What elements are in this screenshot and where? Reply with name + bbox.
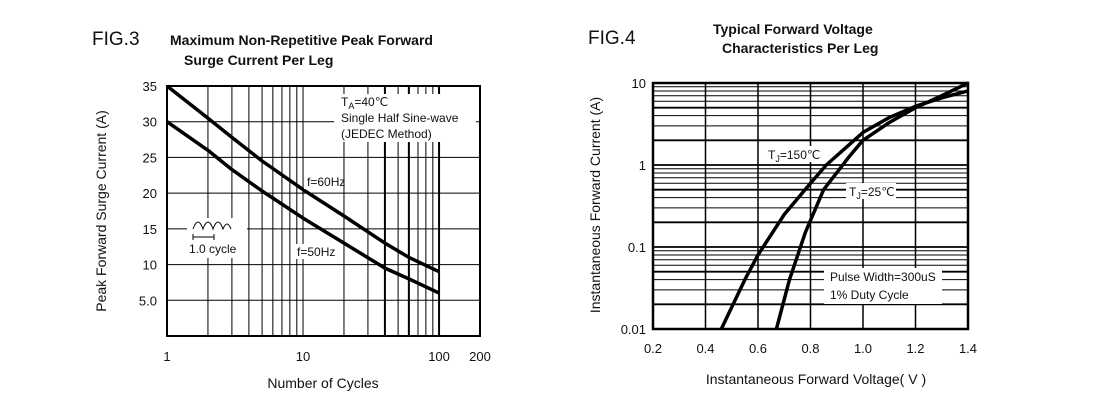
fig4-xtick-label: 1.0 <box>854 341 872 356</box>
fig4-series-label-tj25: TJ=25℃ <box>849 185 895 201</box>
fig3-xtick-label: 10 <box>296 349 310 364</box>
fig3-plot-frame <box>166 85 481 337</box>
fig4-chart: FIG.4 Typical Forward Voltage Characteri… <box>587 21 977 387</box>
fig4-title-line2: Characteristics Per Leg <box>722 40 878 56</box>
sine-wave-icon <box>192 221 232 231</box>
fig3-xtick-label: 1 <box>163 349 170 364</box>
fig4-ytick-label: 10 <box>632 76 646 91</box>
fig3-xtick-label: 100 <box>428 349 450 364</box>
fig4-xtick-label: 0.2 <box>644 341 662 356</box>
fig4-series-label-tj150: TJ=150℃ <box>768 148 820 164</box>
fig4-series <box>719 81 969 330</box>
fig3-condition-wave: Single Half Sine-wave <box>341 111 459 125</box>
fig3-ta-label: TA=40℃ <box>341 95 388 111</box>
fig4-duty-cycle: 1% Duty Cycle <box>830 288 909 302</box>
fig3-ytick-label: 35 <box>143 79 157 94</box>
fig3-cycle-bg <box>187 218 247 258</box>
fig3-xtick-label: 200 <box>469 349 491 364</box>
fig4-xtick-label: 0.8 <box>801 341 819 356</box>
fig4-tj150-bg <box>765 146 823 162</box>
fig4-ytick-label: 1 <box>639 158 646 173</box>
fig3-ytick-label: 30 <box>143 115 157 130</box>
fig3-ticks: 1 10 100 200 5.0 10 15 20 25 30 35 <box>139 79 491 364</box>
fig4-ytick-label: 0.01 <box>621 322 646 337</box>
fig3-50hz-bg <box>294 244 330 259</box>
fig3-condition-method: (JEDEC Method) <box>341 127 432 141</box>
fig4-ticks: 0.2 0.4 0.6 0.8 1.0 1.2 1.4 0.01 0.1 1 10 <box>621 76 977 356</box>
fig3-ytick-label: 10 <box>143 258 157 273</box>
fig3-series <box>165 84 440 295</box>
fig4-xtick-label: 1.4 <box>959 341 977 356</box>
fig3-series-line-60hz <box>165 84 440 274</box>
fig3-ylabel: Peak Forward Surge Current (A) <box>93 110 109 312</box>
fig4-xlabel: Instantaneous Forward Voltage( V ) <box>706 371 926 387</box>
fig3-xlabel: Number of Cycles <box>267 375 378 391</box>
fig3-cycle-label: 1.0 cycle <box>189 242 237 256</box>
fig3-conditions-bg <box>334 94 476 142</box>
fig3-ytick-label: 5.0 <box>139 293 157 308</box>
fig4-xtick-label: 0.6 <box>749 341 767 356</box>
fig3-ytick-label: 25 <box>143 150 157 165</box>
fig4-label: FIG.4 <box>588 28 636 49</box>
fig4-ytick-label: 0.1 <box>628 240 646 255</box>
cycle-span-icon <box>192 234 215 240</box>
fig4-xtick-label: 0.4 <box>696 341 714 356</box>
fig4-plot-frame <box>651 81 970 331</box>
fig4-series-line-tj25 <box>774 81 969 330</box>
fig4-pulse-width: Pulse Width=300uS <box>830 270 936 284</box>
fig4-xtick-label: 1.2 <box>906 341 924 356</box>
fig3-label: FIG.3 <box>92 29 140 50</box>
fig3-title-line1: Maximum Non-Repetitive Peak Forward <box>170 32 433 48</box>
fig3-ytick-label: 15 <box>143 222 157 237</box>
fig4-tj25-bg <box>846 183 896 199</box>
fig3-series-label-50hz: f=50Hz <box>297 245 335 259</box>
fig3-chart: FIG.3 Maximum Non-Repetitive Peak Forwar… <box>92 29 491 391</box>
fig3-ytick-label: 20 <box>143 186 157 201</box>
fig4-title-line1: Typical Forward Voltage <box>713 21 873 37</box>
fig3-title-line2: Surge Current Per Leg <box>184 52 333 68</box>
fig3-60hz-bg <box>304 174 340 189</box>
fig3-series-line-50hz <box>165 120 440 295</box>
fig4-pulse-bg <box>824 268 942 304</box>
fig3-series-label-60hz: f=60Hz <box>307 175 345 189</box>
fig4-ylabel: Instantaneous Forward Current (A) <box>587 97 603 313</box>
